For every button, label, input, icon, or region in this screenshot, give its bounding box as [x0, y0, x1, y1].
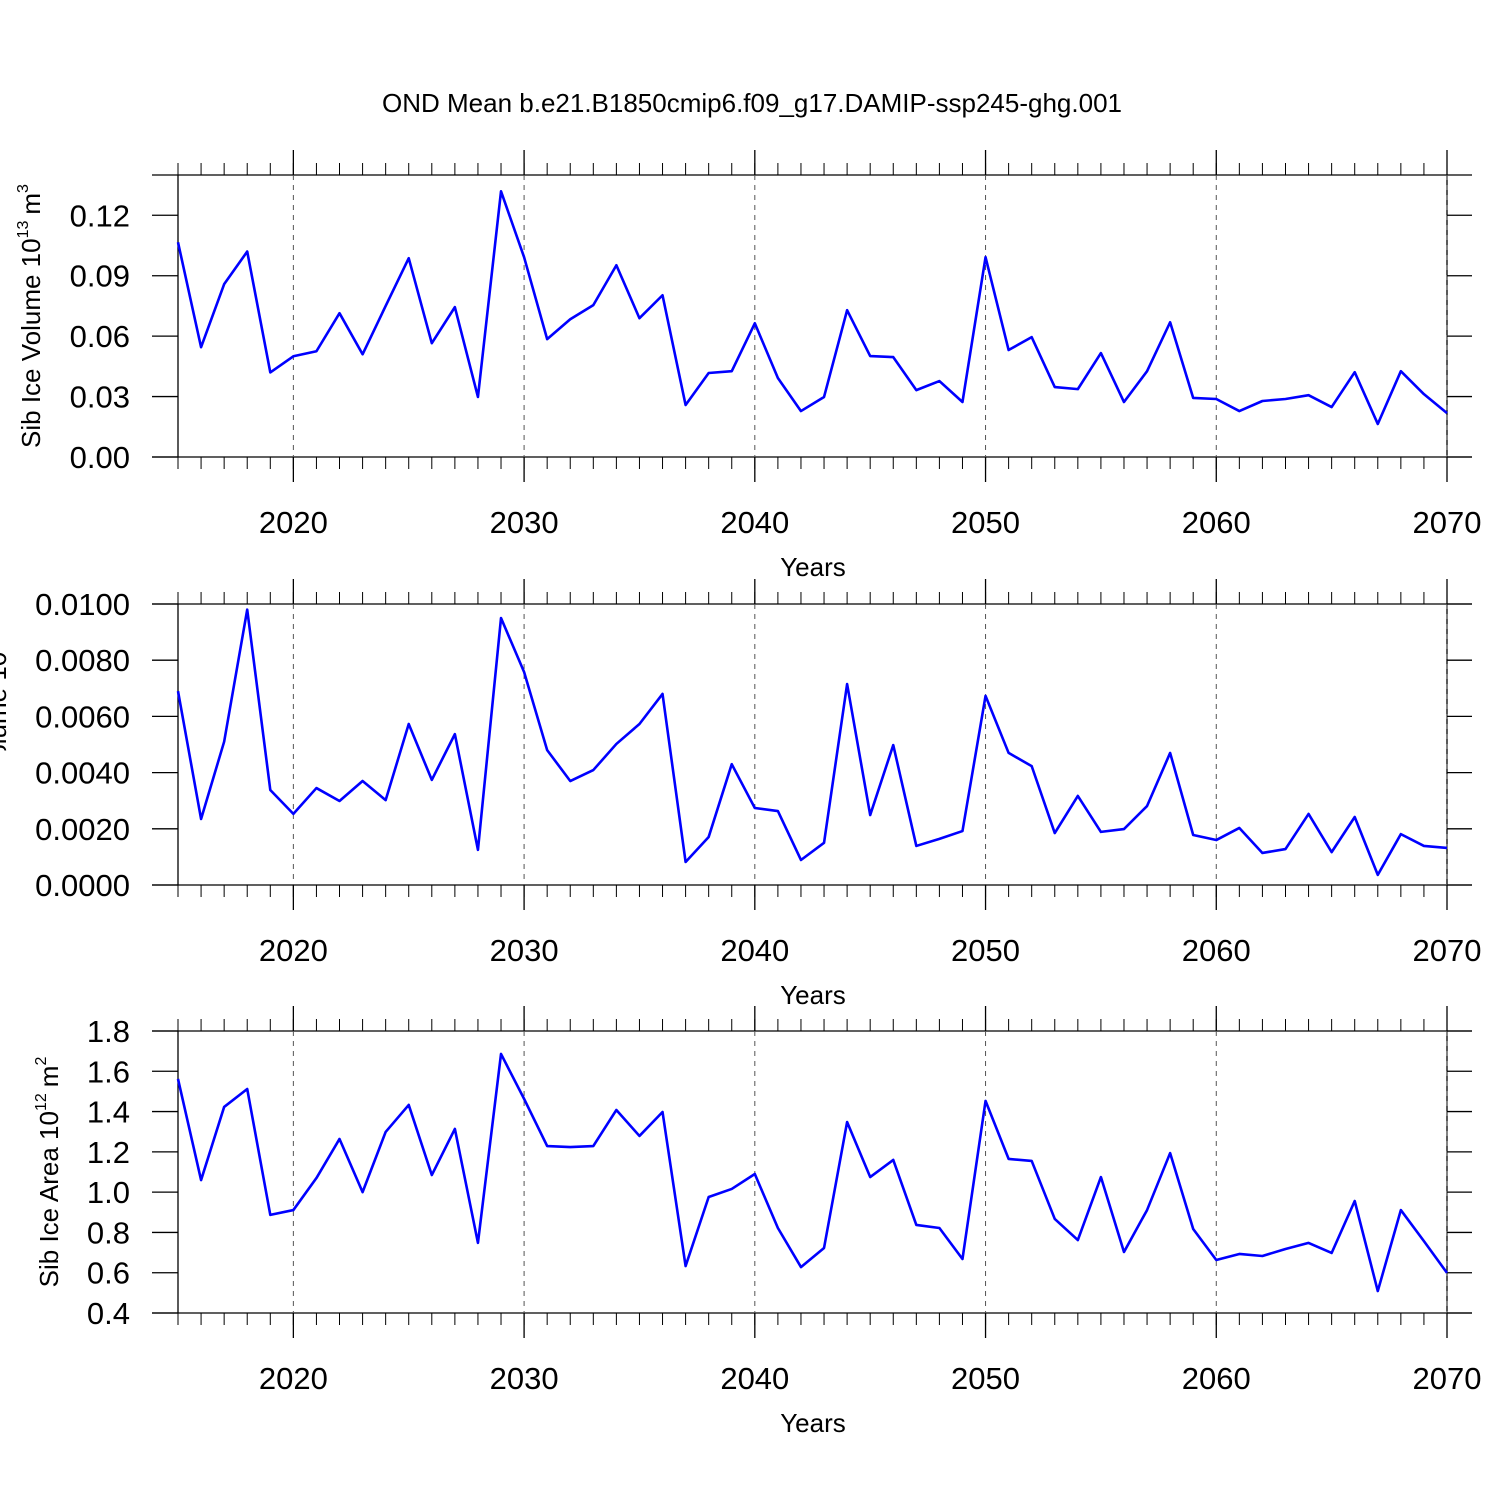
x-tick-label: 2050 [951, 1361, 1020, 1396]
y-label-text: Sib Snow Volume 10 [0, 652, 12, 892]
y-axis-label: Sib Snow Volume 1013m3 [0, 597, 12, 891]
panel: 2020 2030 2040 2050 2060 2070 0.00 0.03 0.06 0.09… [15, 150, 1481, 582]
y-tick-label: 0.8 [87, 1215, 130, 1250]
data-line [176, 190, 1448, 426]
x-tick-label: 2050 [951, 933, 1020, 968]
y-tick-label: 0.12 [70, 198, 130, 233]
x-tick-label: 2020 [259, 933, 328, 968]
y-tick-label: 0.4 [87, 1296, 130, 1331]
x-tick-label: 2070 [1413, 933, 1482, 968]
y-label-unit-exponent: 2 [33, 1057, 50, 1066]
y-tick-label: 0.0060 [35, 699, 130, 734]
data-line [176, 1052, 1449, 1293]
y-tick-label: 1.4 [87, 1095, 130, 1130]
y-tick-label: 0.0080 [35, 643, 130, 678]
y-tick-label: 0.00 [70, 440, 130, 475]
y-label-unit: m [16, 193, 46, 215]
x-tick-label: 2050 [951, 505, 1020, 540]
y-tick-label: 0.0020 [35, 812, 130, 847]
x-tick-label: 2040 [720, 933, 789, 968]
x-tick-label: 2040 [720, 505, 789, 540]
y-tick-label: 1.2 [87, 1135, 130, 1170]
y-axis-label: Sib Ice Area 1012 m2 [33, 1057, 64, 1288]
panel: 2020 2030 2040 2050 2060 2070 0.4 0.6 0.8 1.0 1.2 1… [33, 1006, 1481, 1438]
y-label-unit: m [34, 1066, 64, 1088]
y-tick-label: 0.0000 [35, 868, 130, 903]
y-tick-label: 1.8 [87, 1014, 130, 1049]
y-label-exponent: 12 [33, 1093, 50, 1111]
x-tick-label: 2030 [490, 1361, 559, 1396]
panel: 2020 2030 2040 2050 2060 2070 0.0000 0.0020 0.00… [0, 579, 1481, 1010]
y-label-unit-exponent: 3 [15, 184, 32, 193]
y-tick-label: 0.09 [70, 259, 130, 294]
y-tick-label: 0.06 [70, 319, 130, 354]
y-label-text: Sib Ice Volume 10 [16, 238, 46, 448]
y-tick-label: 1.0 [87, 1175, 130, 1210]
y-label-text: Sib Ice Area 10 [34, 1111, 64, 1287]
y-tick-label: 0.0040 [35, 756, 130, 791]
x-tick-label: 2060 [1182, 933, 1251, 968]
x-tick-label: 2070 [1413, 505, 1482, 540]
x-tick-label: 2060 [1182, 1361, 1251, 1396]
y-tick-label: 0.6 [87, 1256, 130, 1291]
y-label-unit: m [0, 606, 12, 628]
x-tick-label: 2020 [259, 505, 328, 540]
x-tick-label: 2040 [720, 1361, 789, 1396]
y-tick-label: 0.0100 [35, 587, 130, 622]
x-tick-label: 2070 [1413, 1361, 1482, 1396]
x-tick-label: 2020 [259, 1361, 328, 1396]
x-axis-label: Years [780, 552, 846, 582]
figure-title: OND Mean b.e21.B1850cmip6.f09_g17.DAMIP-… [382, 88, 1122, 118]
x-tick-label: 2060 [1182, 505, 1251, 540]
x-tick-label: 2030 [490, 505, 559, 540]
y-axis-label: Sib Ice Volume 1013 m3 [15, 184, 46, 448]
y-tick-label: 0.03 [70, 380, 130, 415]
data-line [176, 608, 1448, 877]
y-label-exponent: 13 [15, 221, 32, 239]
x-tick-label: 2030 [490, 933, 559, 968]
y-tick-label: 1.6 [87, 1054, 130, 1089]
x-axis-label: Years [780, 980, 846, 1010]
x-axis-label: Years [780, 1408, 846, 1438]
